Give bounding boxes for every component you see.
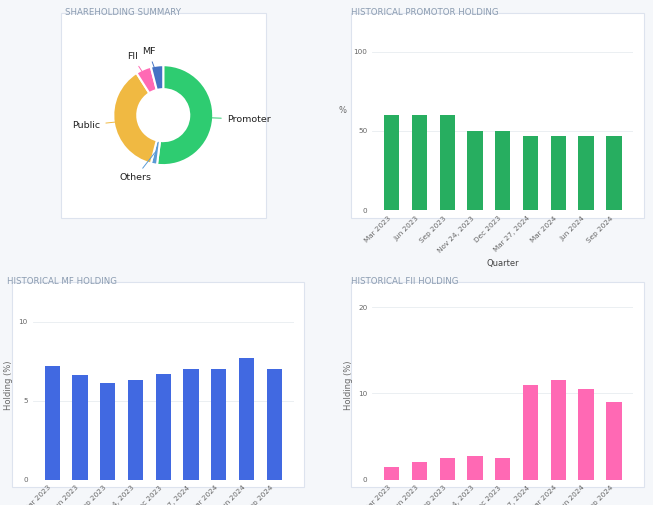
Bar: [468, 131, 483, 210]
FancyBboxPatch shape: [351, 282, 644, 487]
FancyBboxPatch shape: [61, 13, 266, 218]
Bar: [128, 380, 143, 480]
Bar: [44, 366, 60, 480]
Bar: [384, 115, 400, 210]
Y-axis label: Holding (%): Holding (%): [343, 360, 353, 410]
Bar: [155, 374, 171, 480]
Bar: [439, 458, 455, 480]
Bar: [550, 380, 566, 480]
Bar: [183, 369, 199, 480]
Text: MF: MF: [142, 47, 158, 77]
X-axis label: Quarter: Quarter: [486, 259, 519, 268]
Bar: [495, 458, 511, 480]
Text: Promoter: Promoter: [202, 115, 270, 124]
Wedge shape: [151, 65, 163, 90]
Bar: [266, 369, 282, 480]
Bar: [606, 402, 622, 480]
FancyBboxPatch shape: [351, 13, 644, 218]
Text: HISTORICAL FII HOLDING: HISTORICAL FII HOLDING: [351, 277, 459, 286]
Bar: [550, 136, 566, 210]
Bar: [523, 385, 538, 480]
Bar: [412, 115, 427, 210]
Legend: Holding (%), Pledges as % of promoter shares (%): Holding (%), Pledges as % of promoter sh…: [429, 312, 577, 335]
Wedge shape: [136, 67, 157, 93]
Text: SHAREHOLDING SUMMARY: SHAREHOLDING SUMMARY: [65, 8, 180, 17]
Text: Others: Others: [119, 153, 155, 182]
Bar: [468, 456, 483, 480]
Bar: [579, 136, 594, 210]
Bar: [495, 131, 511, 210]
Bar: [579, 389, 594, 480]
Text: HISTORICAL PROMOTOR HOLDING: HISTORICAL PROMOTOR HOLDING: [351, 8, 499, 17]
Bar: [606, 136, 622, 210]
Bar: [239, 358, 254, 480]
Bar: [384, 467, 400, 480]
Text: HISTORICAL MF HOLDING: HISTORICAL MF HOLDING: [7, 277, 116, 286]
Bar: [211, 369, 227, 480]
Text: FII: FII: [127, 52, 148, 80]
Text: Public: Public: [72, 121, 125, 130]
Wedge shape: [151, 140, 160, 165]
Bar: [72, 375, 88, 480]
Bar: [439, 115, 455, 210]
Wedge shape: [157, 65, 214, 165]
Y-axis label: %: %: [338, 106, 346, 115]
Wedge shape: [113, 73, 157, 164]
Bar: [523, 136, 538, 210]
FancyBboxPatch shape: [12, 282, 304, 487]
Y-axis label: Holding (%): Holding (%): [4, 360, 13, 410]
Bar: [412, 463, 427, 480]
Bar: [100, 383, 116, 480]
